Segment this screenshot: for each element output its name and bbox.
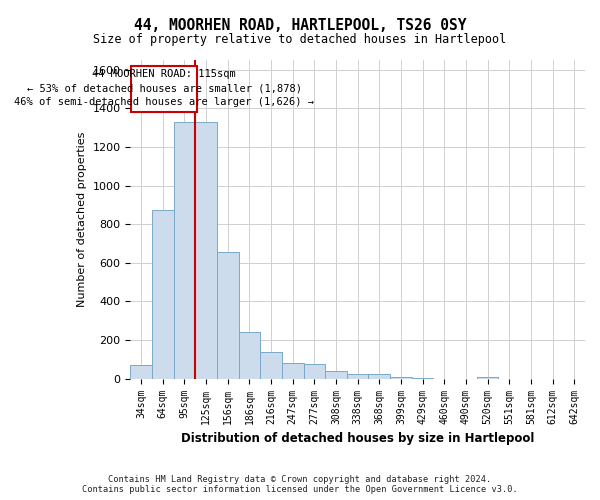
X-axis label: Distribution of detached houses by size in Hartlepool: Distribution of detached houses by size … xyxy=(181,432,535,445)
Bar xyxy=(477,377,499,378)
Bar xyxy=(195,122,217,378)
Bar xyxy=(239,332,260,378)
Bar xyxy=(131,66,197,112)
Bar xyxy=(325,371,347,378)
Bar xyxy=(260,352,282,378)
Text: 46% of semi-detached houses are larger (1,626) →: 46% of semi-detached houses are larger (… xyxy=(14,97,314,107)
Text: Contains HM Land Registry data © Crown copyright and database right 2024.
Contai: Contains HM Land Registry data © Crown c… xyxy=(82,474,518,494)
Text: 44, MOORHEN ROAD, HARTLEPOOL, TS26 0SY: 44, MOORHEN ROAD, HARTLEPOOL, TS26 0SY xyxy=(134,18,466,32)
Bar xyxy=(347,374,368,378)
Y-axis label: Number of detached properties: Number of detached properties xyxy=(77,132,87,307)
Bar xyxy=(390,377,412,378)
Text: 44 MOORHEN ROAD: 115sqm: 44 MOORHEN ROAD: 115sqm xyxy=(92,69,236,79)
Bar xyxy=(173,122,195,378)
Bar xyxy=(368,374,390,378)
Bar xyxy=(282,363,304,378)
Bar xyxy=(130,365,152,378)
Text: Size of property relative to detached houses in Hartlepool: Size of property relative to detached ho… xyxy=(94,32,506,46)
Bar xyxy=(304,364,325,378)
Bar xyxy=(217,252,239,378)
Bar xyxy=(152,210,173,378)
Text: ← 53% of detached houses are smaller (1,878): ← 53% of detached houses are smaller (1,… xyxy=(27,83,302,93)
